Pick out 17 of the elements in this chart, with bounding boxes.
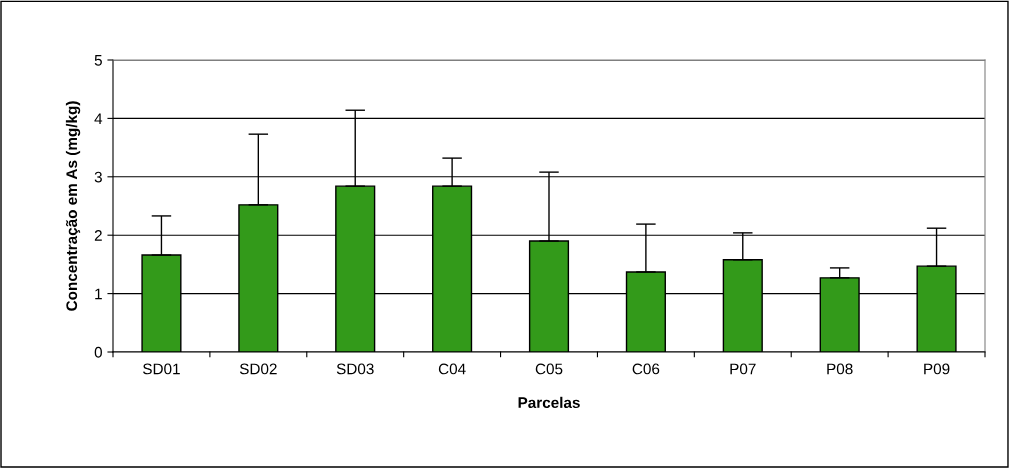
y-tick-label: 4 — [94, 113, 103, 124]
x-tick-label: SD01 — [143, 363, 180, 375]
y-tick-label: 1 — [95, 288, 102, 300]
y-tick-label: 0 — [94, 346, 102, 358]
x-tick-label: C04 — [438, 363, 466, 375]
y-tick-label: 3 — [94, 171, 102, 183]
x-tick-label: P09 — [924, 363, 950, 375]
x-tick-label: SD03 — [336, 363, 374, 375]
x-tick-label: C05 — [535, 363, 563, 375]
x-tick-label: P07 — [730, 363, 756, 375]
x-tick-label: C06 — [632, 363, 660, 375]
x-tick-label: SD02 — [239, 363, 277, 375]
x-axis-title: Parcelas — [518, 396, 580, 409]
y-axis-title: Concentração em As (mg/kg) — [65, 101, 81, 311]
y-tick-label: 2 — [94, 230, 102, 241]
x-tick-label: P08 — [827, 363, 853, 375]
y-tick-label: 5 — [94, 55, 102, 66]
